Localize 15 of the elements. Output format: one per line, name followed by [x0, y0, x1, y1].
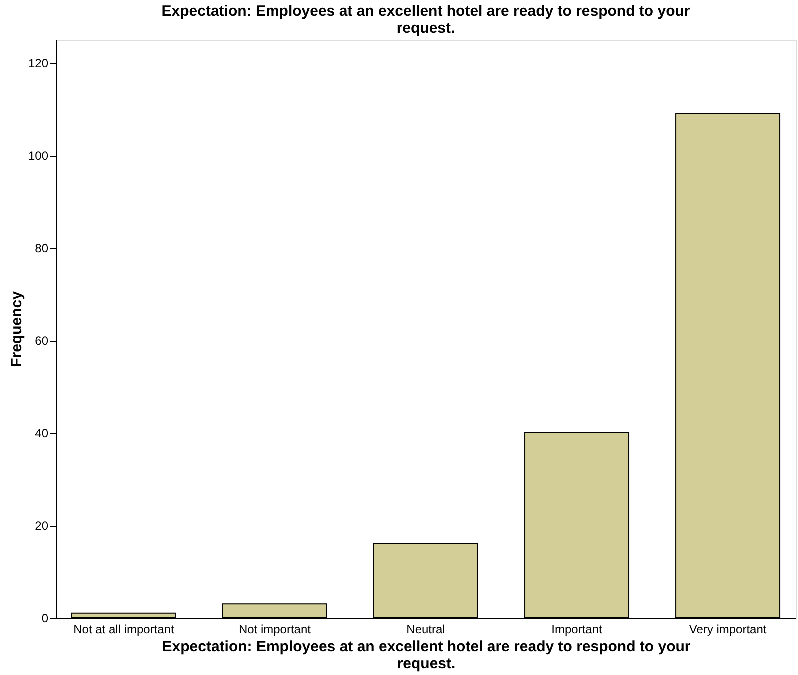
x-tick-label: Neutral: [406, 622, 446, 636]
chart-title: Expectation: Employees at an excellent hotel are ready to respond to your request.: [162, 3, 690, 37]
y-tick-label: 0: [42, 612, 49, 626]
y-tick-label: 120: [28, 56, 49, 71]
y-axis-title: Frequency: [8, 290, 26, 368]
x-tick-label: Important: [552, 622, 604, 636]
y-tick-label: 20: [35, 519, 49, 534]
x-tick-label: Not at all important: [74, 622, 175, 636]
y-tick-label: 40: [35, 426, 49, 441]
x-tick-label: Very important: [689, 622, 768, 636]
x-tick-label: Not important: [238, 622, 312, 636]
y-tick-label: 100: [28, 149, 49, 164]
y-tick-label: 60: [35, 334, 49, 348]
y-tick-label: 80: [35, 242, 49, 256]
x-axis-title: Expectation: Employees at an excellent hotel are ready to respond to your request.: [162, 638, 691, 672]
